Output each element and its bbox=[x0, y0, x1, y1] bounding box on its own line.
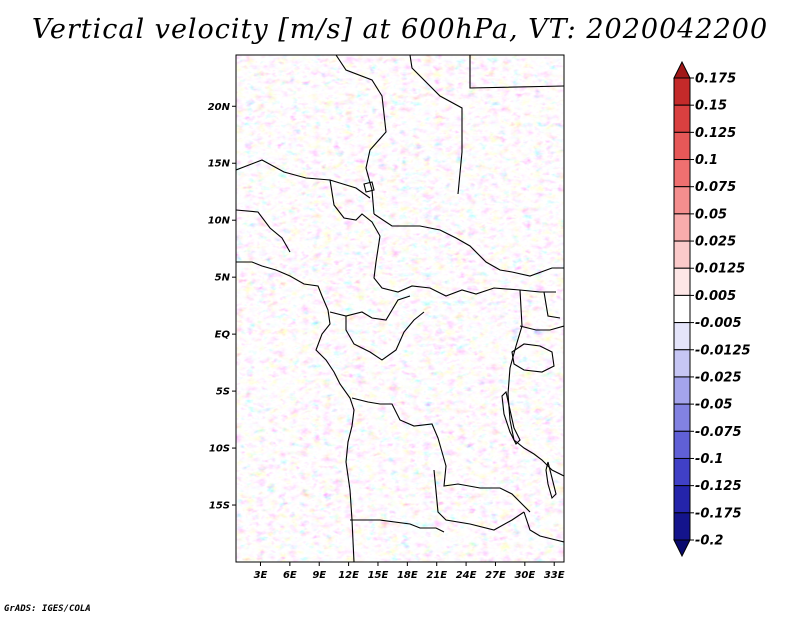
lon-tick-label: 6E bbox=[283, 570, 297, 581]
colorbar-band bbox=[673, 131, 691, 161]
map-panel: 20N 15N 10N 5N EQ 5S 10S 15S 3E 6E 9E 12E 15E 18E 21E… bbox=[208, 54, 565, 581]
colorbar-band bbox=[673, 159, 691, 188]
colorbar-label: 0.075 bbox=[695, 180, 736, 195]
colorbar-label: 0.125 bbox=[695, 126, 736, 141]
lat-tick-label: 10S bbox=[209, 444, 230, 455]
colorbar-label: -0.075 bbox=[695, 425, 742, 440]
lon-tick-label: 27E bbox=[485, 570, 506, 581]
lake-victoria bbox=[511, 343, 555, 373]
lake-malawi bbox=[545, 461, 557, 500]
lon-tick-label: 3E bbox=[254, 570, 268, 581]
colorbar-label: 0.15 bbox=[695, 99, 727, 114]
velocity-field bbox=[236, 55, 564, 562]
colorbar-band bbox=[673, 349, 691, 378]
lon-tick-label: 21E bbox=[426, 570, 447, 581]
colorbar-band bbox=[673, 104, 691, 133]
colorbar-band bbox=[673, 430, 691, 459]
east-africa-borders bbox=[507, 289, 564, 477]
colorbar-band bbox=[673, 213, 691, 242]
colorbar-label: -0.025 bbox=[695, 370, 742, 385]
congo-borders bbox=[329, 295, 425, 361]
lon-tick-label: 15E bbox=[368, 570, 389, 581]
colorbar-label: -0.175 bbox=[695, 506, 742, 521]
colorbar-label: 0.0125 bbox=[695, 262, 745, 277]
lat-tick-label: 15S bbox=[209, 501, 230, 512]
colorbar-band bbox=[673, 77, 691, 106]
sahel-borders bbox=[236, 159, 381, 253]
lake-tanganyika bbox=[501, 390, 521, 445]
colorbar-label: -0.005 bbox=[695, 316, 742, 331]
colorbar-band bbox=[673, 240, 691, 269]
lat-tick-label: EQ bbox=[215, 330, 231, 341]
lon-tick-label: 9E bbox=[312, 570, 326, 581]
colorbar-band bbox=[673, 403, 691, 432]
colorbar-top-arrow bbox=[673, 60, 691, 79]
lon-tick-label: 30E bbox=[514, 570, 535, 581]
colorbar-label: 0.025 bbox=[695, 235, 736, 250]
map-frame bbox=[235, 54, 565, 563]
central-africa-borders bbox=[373, 213, 564, 297]
colorbar-band bbox=[673, 485, 691, 514]
lon-tick-label: 12E bbox=[338, 570, 359, 581]
west-africa-coastline bbox=[236, 261, 355, 562]
lat-tick-label: 20N bbox=[208, 102, 231, 113]
colorbar-band bbox=[673, 512, 691, 541]
colorbar-label: -0.2 bbox=[695, 534, 723, 549]
colorbar-label: 0.005 bbox=[695, 289, 736, 304]
colorbar: 0.175 0.15 0.125 0.1 0.075 0.05 0.025 0.0125 0.0… bbox=[673, 60, 751, 558]
angola-zambia-border bbox=[433, 469, 525, 531]
lat-tick-label: 5S bbox=[216, 387, 230, 398]
colorbar-band bbox=[673, 457, 691, 487]
colorbar-band bbox=[673, 267, 691, 296]
colorbar-label: -0.125 bbox=[695, 479, 742, 494]
namibia-border bbox=[350, 519, 445, 533]
lake-chad bbox=[363, 181, 375, 193]
colorbar-bottom-arrow bbox=[673, 539, 691, 558]
lon-tick-label: 33E bbox=[544, 570, 565, 581]
drc-southern-border bbox=[351, 397, 531, 513]
colorbar-band bbox=[673, 186, 691, 215]
lon-tick-label: 24E bbox=[456, 570, 477, 581]
colorbar-band bbox=[673, 294, 691, 324]
lat-tick-label: 5N bbox=[215, 273, 231, 284]
colorbar-label: -0.05 bbox=[695, 398, 732, 413]
colorbar-label: -0.1 bbox=[695, 452, 723, 467]
sudan-border bbox=[469, 55, 564, 89]
colorbar-label: 0.1 bbox=[695, 153, 718, 168]
latitude-axis: 20N 15N 10N 5N EQ 5S 10S 15S bbox=[208, 102, 236, 512]
lat-tick-label: 15N bbox=[208, 159, 231, 170]
colorbar-label: 0.05 bbox=[695, 207, 727, 222]
egypt-border bbox=[409, 55, 463, 195]
lat-tick-label: 10N bbox=[208, 216, 231, 227]
mozambique-border bbox=[523, 511, 564, 543]
map-title: Vertical velocity [m/s] at 600hPa, VT: 2… bbox=[31, 14, 769, 45]
grads-credit: GrADS: IGES/COLA bbox=[4, 604, 91, 614]
longitude-axis: 3E 6E 9E 12E 15E 18E 21E 24E 27E 30E 33E bbox=[254, 562, 565, 581]
colorbar-band bbox=[673, 376, 691, 405]
colorbar-label: -0.0125 bbox=[695, 343, 751, 358]
lon-tick-label: 18E bbox=[397, 570, 418, 581]
colorbar-label: 0.175 bbox=[695, 72, 736, 87]
colorbar-band bbox=[673, 322, 691, 351]
coastlines-and-borders bbox=[236, 55, 564, 562]
